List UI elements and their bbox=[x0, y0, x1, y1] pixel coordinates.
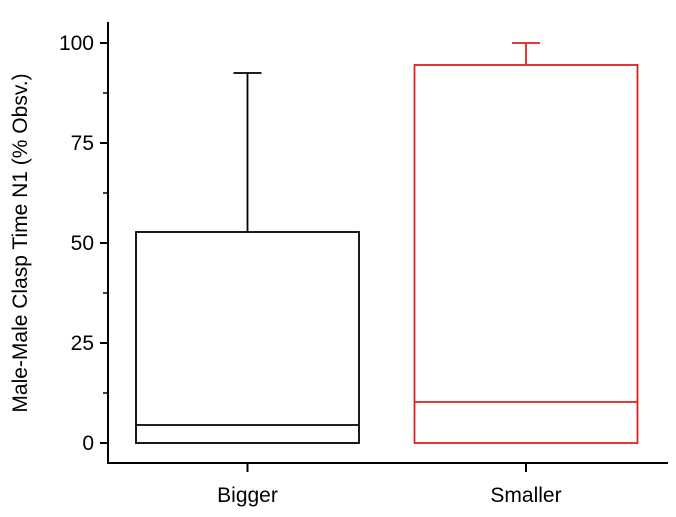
x-tick-label: Smaller bbox=[490, 484, 561, 507]
y-tick-label: 50 bbox=[71, 232, 94, 255]
y-tick-label: 75 bbox=[71, 132, 94, 155]
y-tick-label: 100 bbox=[59, 32, 94, 55]
y-tick-label: 25 bbox=[71, 332, 94, 355]
y-tick-label: 0 bbox=[82, 432, 94, 455]
y-axis-label: Male-Male Clasp Time N1 (% Obsv.) bbox=[9, 73, 32, 412]
box bbox=[413, 64, 639, 444]
x-tick-label: Bigger bbox=[217, 484, 278, 507]
box bbox=[135, 231, 360, 444]
